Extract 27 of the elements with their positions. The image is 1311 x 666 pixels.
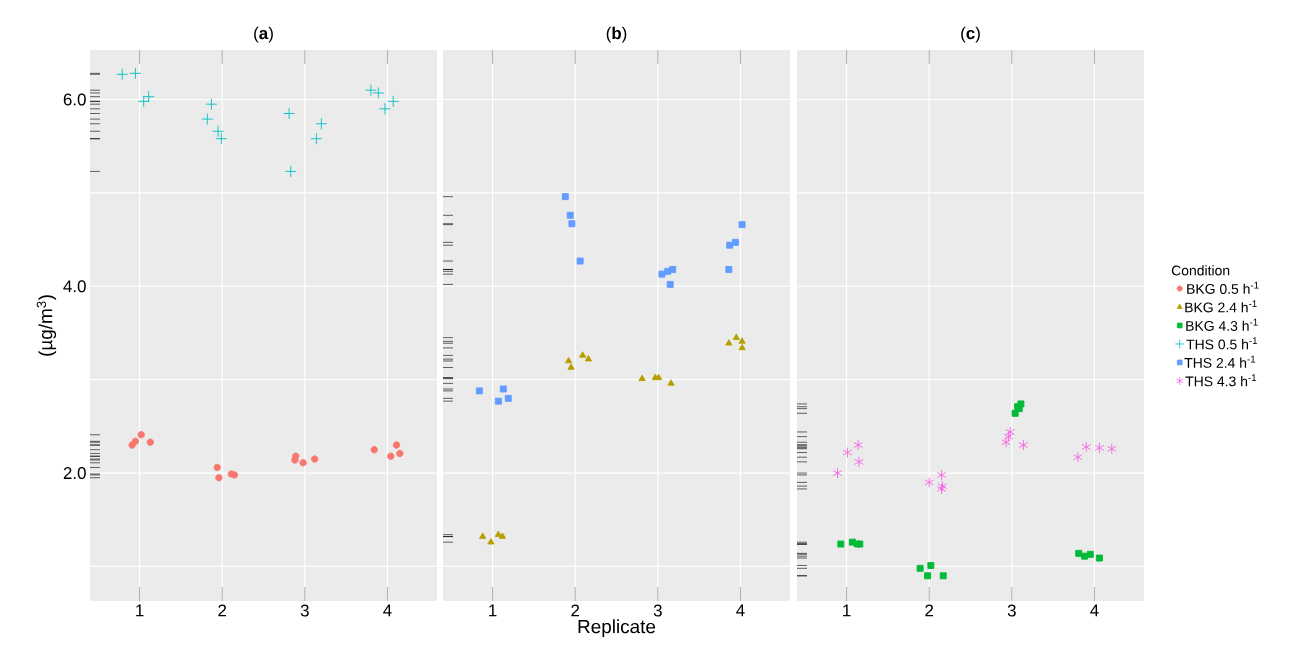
y-tick-label: 2.0 (63, 467, 86, 480)
x-tick-label: 1 (489, 604, 497, 617)
legend-label: THS 2.4 h$^{-1}$ (1184, 355, 1256, 368)
legend-label: THS 4.3 h$^{-1}$ (1185, 374, 1257, 387)
x-tick-label: 3 (300, 604, 309, 617)
legend-label: BKG 4.3 h$^{-1}$ (1186, 318, 1258, 331)
x-tick-label: 2 (571, 604, 580, 617)
x-tick-label: 4 (736, 604, 745, 617)
chart-title: (a) (254, 26, 273, 43)
chart-title: (c) (961, 26, 980, 43)
x-tick-label: 4 (383, 604, 392, 617)
x-tick-label: 2 (218, 604, 227, 617)
legend-label: THS 0.5 h$^{-1}$ (1186, 337, 1258, 350)
y-tick-label: 6.0 (63, 93, 86, 106)
x-tick-label: 3 (1007, 604, 1016, 617)
chart-title: (b) (606, 26, 627, 43)
y-tick-label: 4.0 (63, 280, 86, 293)
legend-title: Condition (1171, 265, 1230, 276)
x-tick-label: 4 (1090, 604, 1099, 617)
x-tick-label: 3 (653, 604, 662, 617)
y-axis-title: (µg/m$^{3}$) (36, 295, 57, 356)
legend-label: BKG 0.5 h$^{-1}$ (1187, 281, 1259, 294)
x-tick-label: 2 (925, 604, 934, 617)
x-axis-title: Replicate (578, 619, 656, 637)
legend-label: BKG 2.4 h$^{-1}$ (1185, 300, 1257, 313)
x-tick-label: 1 (136, 604, 144, 617)
x-tick-label: 1 (843, 604, 851, 617)
